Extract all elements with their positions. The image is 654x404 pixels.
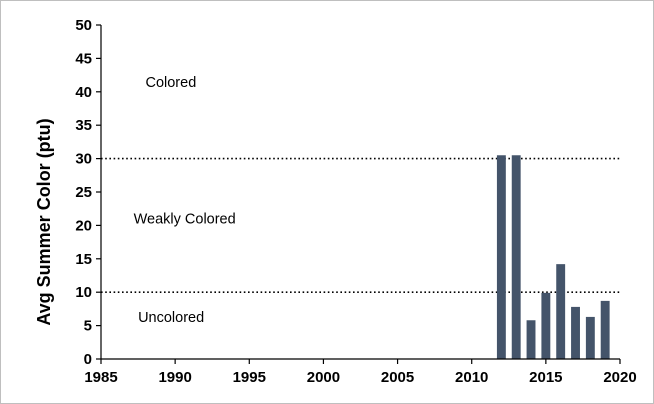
annotation-label: Colored	[145, 75, 196, 91]
y-tick-label: 45	[75, 50, 92, 67]
y-tick-label: 40	[75, 84, 92, 101]
bar	[526, 320, 536, 359]
y-tick-label: 20	[75, 217, 92, 234]
y-tick-label: 30	[75, 151, 92, 168]
bar	[600, 300, 610, 359]
y-tick-label: 50	[75, 17, 92, 34]
x-tick-label: 1995	[233, 369, 266, 386]
y-axis-title: Avg Summer Color (ptu)	[34, 118, 54, 325]
x-tick-label: 2000	[307, 369, 340, 386]
y-tick-label: 15	[75, 251, 92, 268]
bar	[496, 155, 506, 359]
x-tick-label: 1985	[84, 369, 117, 386]
y-tick-label: 35	[75, 117, 92, 134]
y-tick-label: 5	[84, 318, 92, 335]
y-tick-label: 25	[75, 184, 92, 201]
y-tick-label: 10	[75, 284, 92, 301]
bar	[556, 264, 566, 359]
bars	[496, 155, 610, 359]
x-tick-label: 1990	[158, 369, 191, 386]
y-tick-label: 0	[84, 351, 92, 368]
bar	[511, 155, 521, 359]
bar	[541, 292, 551, 359]
x-tick-label: 2010	[455, 369, 488, 386]
bar	[571, 306, 580, 359]
x-tick-label: 2020	[603, 369, 636, 386]
x-tick-label: 2005	[381, 369, 414, 386]
y-ticks: 0 5 10 15 20 25 30 35 40 45 50	[75, 17, 101, 368]
x-tick-label: 2015	[529, 369, 562, 386]
bar	[585, 316, 595, 359]
annotation-label: Weakly Colored	[134, 212, 236, 228]
x-ticks: 1985 1990 1995 2000 2005 2010 2015 2020	[84, 359, 637, 386]
annotation-label: Uncolored	[138, 310, 204, 326]
annotations: Colored Weakly Colored Uncolored	[134, 75, 236, 326]
